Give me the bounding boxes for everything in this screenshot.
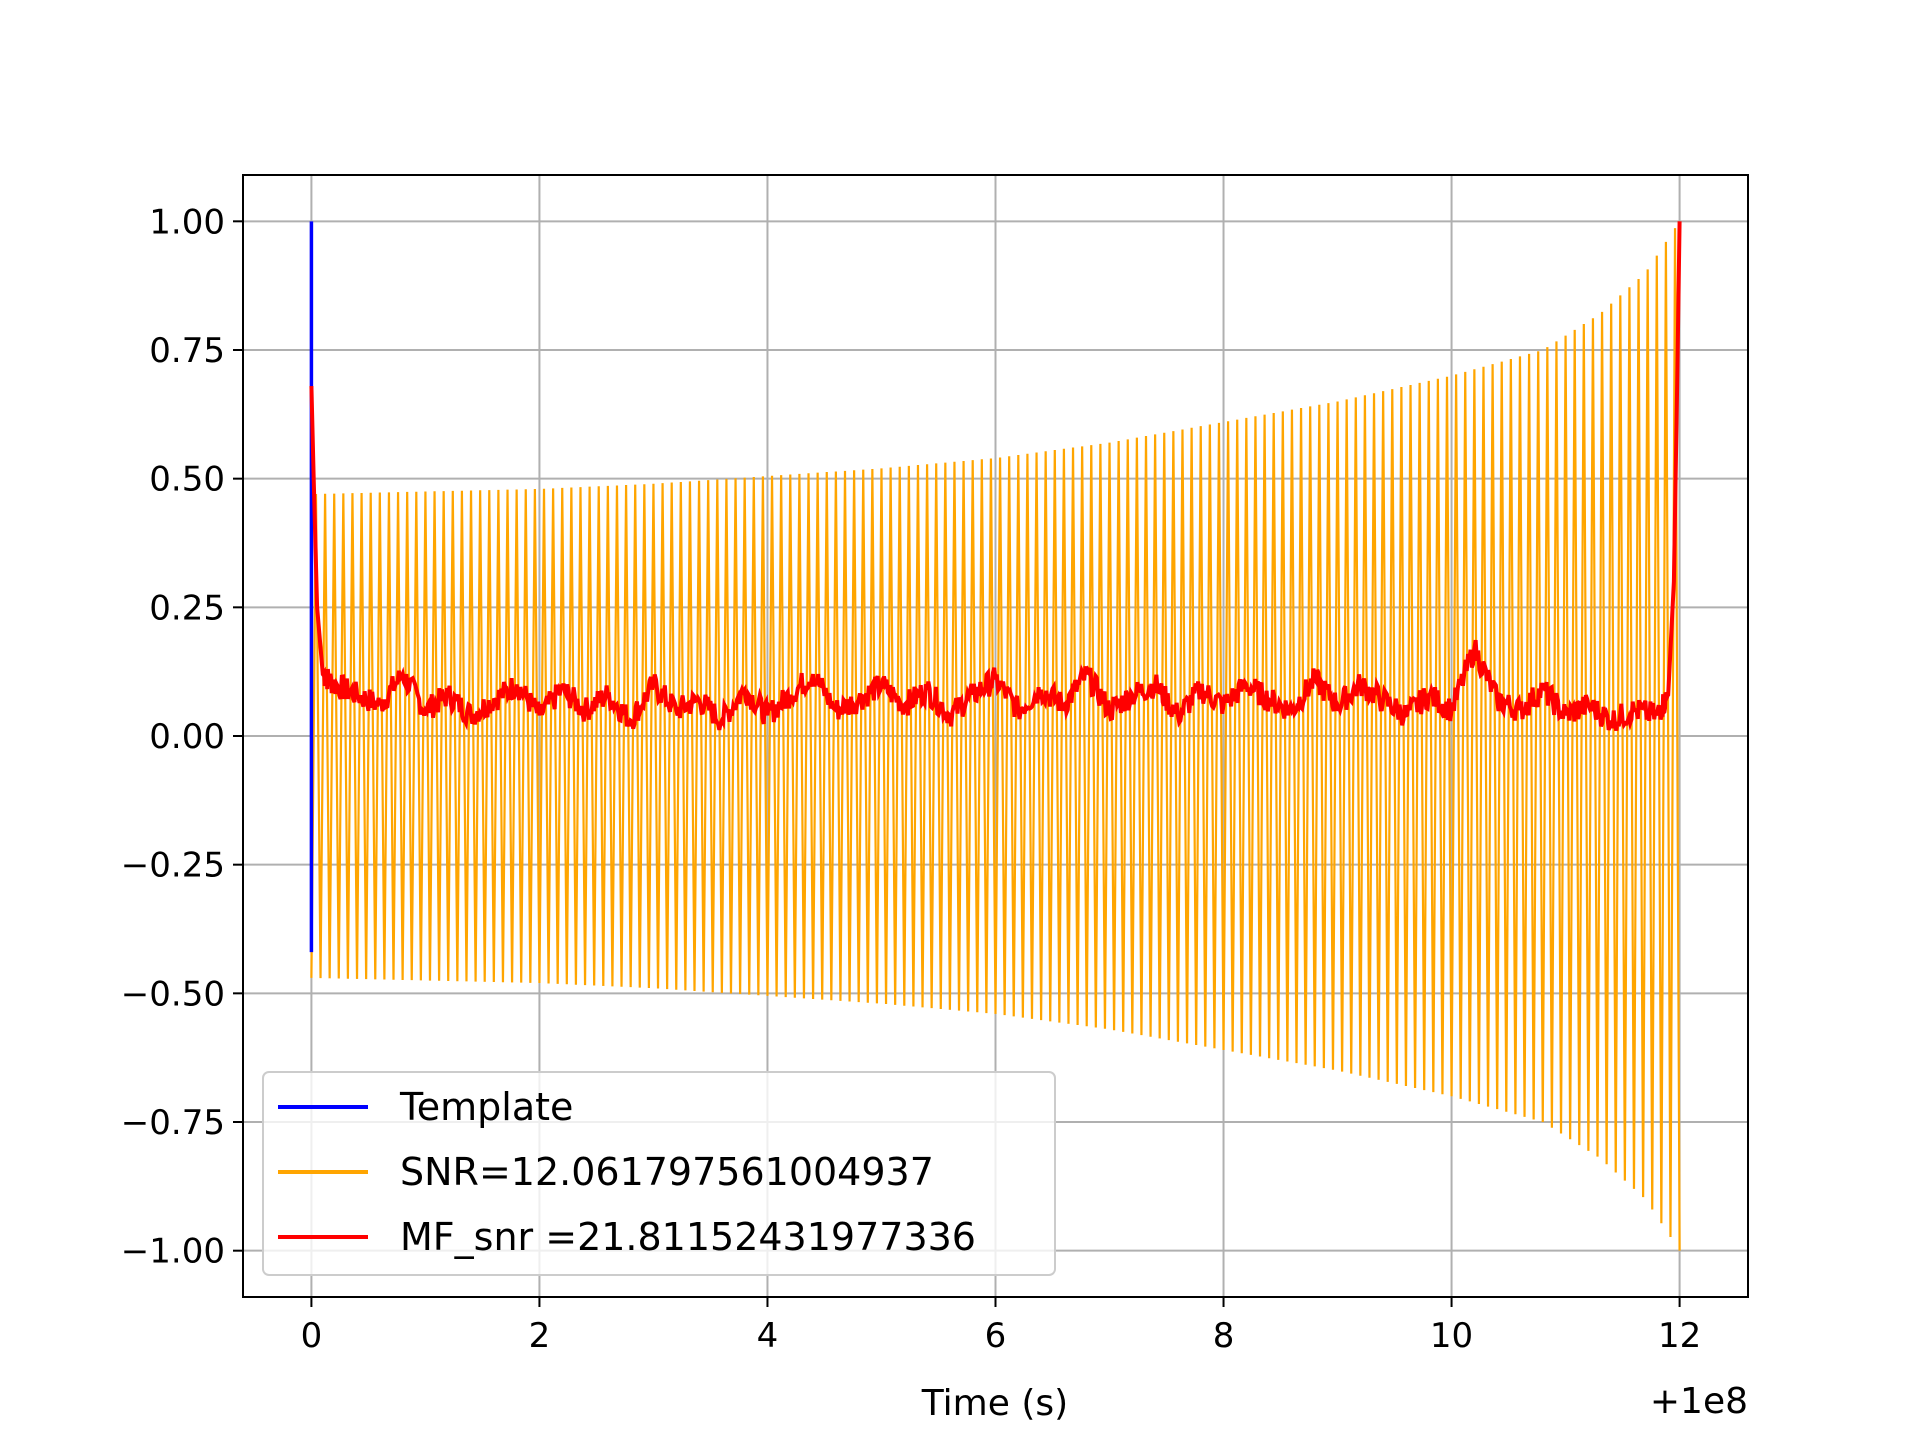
x-axis-offset-label: +1e8 [1650,1381,1748,1422]
legend-box [262,1071,1056,1276]
y-tick-label: 0.25 [149,588,225,628]
legend-label-template: Template [399,1085,573,1129]
y-tick-label: −0.25 [121,846,225,886]
x-axis: 0 2 4 6 8 10 12 [301,1297,1701,1356]
x-tick-label: 6 [985,1316,1007,1356]
x-axis-label: Time (s) [921,1383,1068,1424]
y-tick-label: −0.50 [121,974,225,1014]
x-tick-label: 4 [757,1316,779,1356]
legend: Template SNR=12.061797561004937 MF_snr =… [262,1071,1056,1276]
x-tick-label: 8 [1213,1316,1235,1356]
y-tick-label: 1.00 [149,202,225,242]
x-tick-label: 10 [1430,1316,1473,1356]
legend-label-mf-snr: MF_snr =21.81152431977336 [400,1215,976,1259]
y-axis: 1.00 0.75 0.50 0.25 0.00 −0.25 −0.50 −0.75 −1.00 [121,202,243,1272]
x-tick-label: 12 [1658,1316,1701,1356]
x-tick-label: 2 [529,1316,551,1356]
legend-label-snr: SNR=12.061797561004937 [400,1150,934,1194]
y-tick-label: 0.50 [149,460,225,500]
y-tick-label: −0.75 [121,1103,225,1143]
series-mf-snr-line [309,221,1682,732]
y-tick-label: 0.75 [149,331,225,371]
y-tick-label: −1.00 [121,1232,225,1272]
x-tick-label: 0 [301,1316,323,1356]
y-tick-label: 0.00 [149,717,225,757]
series-snr-line [310,228,1681,1251]
